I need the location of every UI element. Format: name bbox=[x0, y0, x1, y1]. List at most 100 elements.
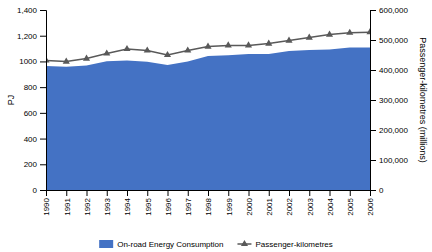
y-axis-tick: 1,200 bbox=[17, 32, 46, 41]
y2-axis-tick: 500,000 bbox=[370, 36, 408, 45]
y-axis: 0 200 400 600 800 1000 1,200 1,400 bbox=[17, 6, 47, 195]
marker bbox=[346, 29, 353, 35]
y-axis-tick-mark bbox=[40, 61, 46, 62]
y2-axis-tick-label: 300,000 bbox=[379, 96, 408, 105]
x-axis-tick-label: 1999 bbox=[225, 197, 234, 215]
x-axis-tick-mark bbox=[269, 190, 270, 196]
x-axis-tick: 1992 bbox=[83, 190, 92, 216]
x-axis-tick-mark bbox=[208, 190, 209, 196]
legend-label: Passenger-kilometres bbox=[255, 240, 332, 249]
marker bbox=[326, 30, 333, 36]
y-axis-tick: 400 bbox=[24, 135, 46, 144]
x-axis-tick-mark bbox=[107, 190, 108, 196]
marker bbox=[164, 51, 171, 57]
y2-axis: 0 100,000 200,000 300,000 400,000 500,000 600,… bbox=[370, 6, 408, 195]
marker bbox=[83, 54, 90, 60]
x-axis-tick-label: 1995 bbox=[144, 197, 153, 215]
x-axis-tick-label: 2005 bbox=[346, 197, 355, 215]
legend: On-road Energy Consumption Passenger-kilo… bbox=[99, 240, 333, 249]
y-axis-tick-mark bbox=[40, 36, 46, 37]
x-axis-tick-mark bbox=[87, 190, 88, 196]
x-axis-tick-label: 1996 bbox=[164, 197, 173, 215]
y-axis-tick-label: 1000 bbox=[19, 57, 37, 66]
x-axis-tick: 1990 bbox=[42, 190, 51, 216]
y-axis-tick-label: 200 bbox=[24, 160, 38, 169]
legend-item: On-road Energy Consumption bbox=[99, 240, 223, 249]
y2-axis-line bbox=[371, 11, 377, 191]
y-axis-title: PJ bbox=[6, 95, 16, 106]
y-axis-tick: 600 bbox=[24, 109, 46, 118]
x-axis-tick-label: 1993 bbox=[103, 197, 112, 215]
legend-swatch bbox=[99, 240, 113, 248]
y-axis-tick-mark bbox=[40, 87, 46, 88]
x-axis-tick-label: 1992 bbox=[83, 197, 92, 215]
y-axis-tick: 800 bbox=[24, 83, 46, 92]
x-axis-tick: 2006 bbox=[366, 190, 375, 216]
marker bbox=[123, 45, 130, 51]
x-axis-tick: 2000 bbox=[245, 190, 254, 216]
marker bbox=[285, 36, 292, 42]
marker bbox=[184, 46, 191, 52]
y-axis-tick: 200 bbox=[24, 160, 46, 169]
plot-area: 1990199119921993199419951996199719981999… bbox=[17, 6, 409, 216]
x-axis-tick-mark bbox=[127, 190, 128, 196]
x-axis-tick-mark bbox=[188, 190, 189, 196]
x-axis-tick-label: 1991 bbox=[63, 197, 72, 215]
y-axis-tick-mark bbox=[40, 164, 46, 165]
x-axis-tick-mark bbox=[168, 190, 169, 196]
x-axis-tick-label: 2006 bbox=[366, 197, 375, 215]
x-axis-line bbox=[47, 191, 371, 197]
y2-axis-tick-mark bbox=[370, 10, 376, 11]
x-axis-tick-label: 2002 bbox=[285, 197, 294, 215]
y2-axis-tick: 400,000 bbox=[370, 66, 408, 75]
x-axis-tick: 2003 bbox=[306, 190, 315, 216]
marker bbox=[265, 39, 272, 45]
x-axis-tick: 1993 bbox=[103, 190, 112, 216]
y2-axis-tick-label: 0 bbox=[379, 186, 384, 195]
y2-axis-tick-label: 100,000 bbox=[379, 156, 408, 165]
x-axis-tick: 1995 bbox=[144, 190, 153, 216]
x-axis-tick-mark bbox=[147, 190, 148, 196]
x-axis-tick-label: 2003 bbox=[306, 197, 315, 215]
marker bbox=[225, 41, 232, 47]
marker bbox=[144, 46, 151, 52]
y2-axis-tick-mark bbox=[370, 100, 376, 101]
x-axis-tick-label: 1997 bbox=[184, 197, 193, 215]
x-axis-tick-mark bbox=[350, 190, 351, 196]
y-axis-tick-label: 400 bbox=[24, 135, 38, 144]
y-axis-tick-label: 600 bbox=[24, 109, 38, 118]
y2-axis-tick-mark bbox=[370, 130, 376, 131]
y-axis-tick-label: 0 bbox=[33, 186, 38, 195]
y-axis-tick-mark bbox=[40, 113, 46, 114]
y2-axis-tick: 100,000 bbox=[370, 156, 408, 165]
marker bbox=[204, 42, 211, 48]
x-axis-tick-label: 2001 bbox=[265, 197, 274, 215]
y2-axis-tick: 0 bbox=[370, 186, 384, 195]
x-axis-tick: 1996 bbox=[164, 190, 173, 216]
y-axis-tick: 1000 bbox=[19, 57, 46, 66]
y2-axis-tick-label: 500,000 bbox=[379, 36, 408, 45]
y-axis-tick-label: 800 bbox=[24, 83, 38, 92]
x-axis-tick: 2001 bbox=[265, 190, 274, 216]
y2-axis-tick: 600,000 bbox=[370, 6, 408, 15]
x-axis-tick: 1998 bbox=[204, 190, 213, 216]
legend-item: Passenger-kilometres bbox=[237, 240, 332, 249]
y2-axis-tick: 200,000 bbox=[370, 126, 408, 135]
x-axis-tick-mark bbox=[228, 190, 229, 196]
chart: 1990199119921993199419951996199719981999… bbox=[0, 0, 432, 252]
x-axis-tick: 2002 bbox=[285, 190, 294, 216]
x-axis-tick-mark bbox=[289, 190, 290, 196]
x-axis-tick-label: 2004 bbox=[326, 197, 335, 215]
y2-axis-tick: 300,000 bbox=[370, 96, 408, 105]
marks bbox=[46, 28, 370, 190]
y2-axis-title: Passenger-kilometres (millions) bbox=[418, 37, 428, 163]
y-axis-tick: 1,400 bbox=[17, 6, 46, 15]
x-axis: 1990199119921993199419951996199719981999… bbox=[42, 190, 375, 216]
y2-axis-tick-mark bbox=[370, 70, 376, 71]
y2-axis-tick-label: 400,000 bbox=[379, 66, 408, 75]
y-axis-tick: 0 bbox=[33, 186, 46, 195]
x-axis-tick-label: 1990 bbox=[42, 197, 51, 215]
marker bbox=[366, 28, 370, 34]
x-axis-tick-mark bbox=[66, 190, 67, 196]
y2-axis-tick-label: 200,000 bbox=[379, 126, 408, 135]
